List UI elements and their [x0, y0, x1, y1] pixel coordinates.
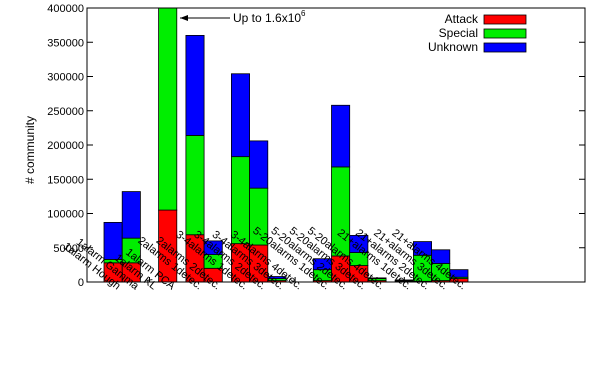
bar-unknown-16 [431, 249, 451, 264]
y-tick-label: 150000 [47, 174, 84, 186]
legend-swatch-attack [483, 14, 527, 25]
annotation-arrowhead [180, 15, 188, 21]
y-tick-label: 250000 [47, 106, 84, 118]
bar-unknown-6 [230, 73, 250, 158]
bar-unknown-11 [331, 104, 351, 168]
bars-layer [103, 7, 469, 283]
bar-unknown-8 [267, 276, 287, 279]
bar-unknown-5 [203, 240, 223, 255]
bar-unknown-13 [367, 277, 387, 279]
bar-unknown-12 [349, 235, 369, 253]
bar-special-3 [158, 7, 178, 211]
frame-layer [86, 7, 586, 283]
legend-swatch-unknown [483, 42, 527, 53]
annotation: Up to 1.6x106 [180, 9, 306, 25]
bar-unknown-1 [121, 191, 141, 239]
bar-special-4 [185, 135, 205, 236]
plot-frame [86, 7, 586, 283]
y-tick-label: 100000 [47, 209, 84, 221]
legend-swatch-special [483, 28, 527, 39]
annotation-text: Up to 1.6x106 [233, 9, 306, 25]
legend-label-attack: Attack [445, 12, 479, 26]
y-axis-label: # community [23, 116, 37, 184]
y-tick-label: 400000 [47, 3, 84, 15]
bar-unknown-17 [449, 269, 469, 278]
bar-unknown-7 [249, 140, 269, 189]
y-tick-label: 300000 [47, 72, 84, 84]
y-tick-label: 350000 [47, 37, 84, 49]
y-tick-label: 50000 [53, 243, 84, 255]
label-layer: 0 50000 100000 150000 200000 250000 300000 3500… [47, 3, 468, 293]
legend-label-special: Special [439, 26, 478, 40]
y-tick-label: 0 [78, 277, 84, 289]
legend-label-unknown: Unknown [428, 40, 478, 54]
bar-unknown-15 [412, 241, 432, 256]
y-tick-label: 200000 [47, 140, 84, 152]
annotation-superscript: 6 [301, 9, 306, 18]
bar-unknown-4 [185, 35, 205, 136]
